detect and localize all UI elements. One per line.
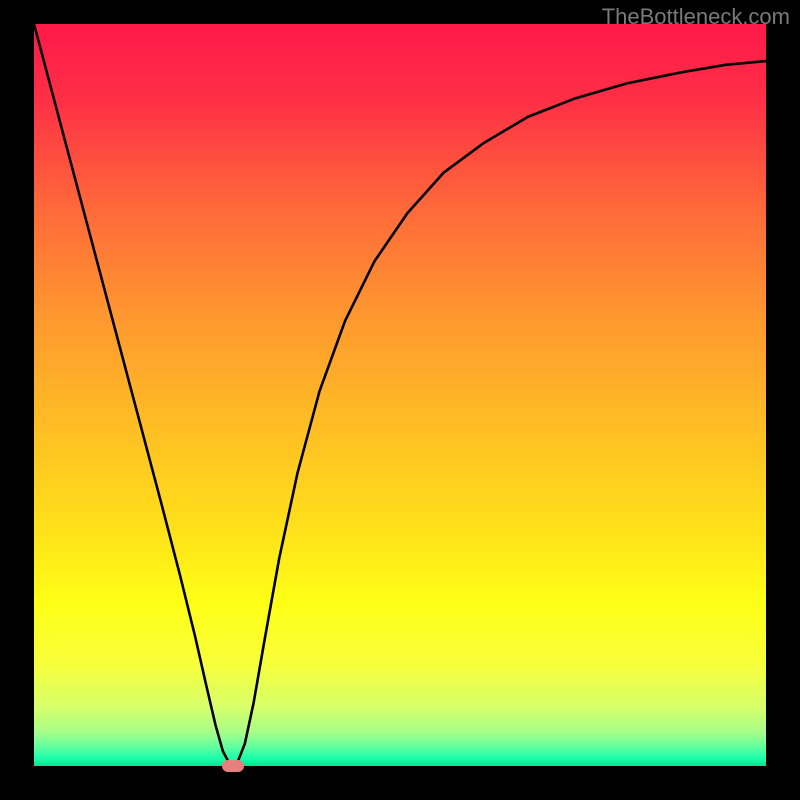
- watermark-text: TheBottleneck.com: [602, 4, 790, 30]
- highlight-marker: [222, 760, 244, 772]
- bottleneck-curve: [34, 24, 766, 766]
- chart-container: TheBottleneck.com: [0, 0, 800, 800]
- chart-plot-area: [34, 24, 766, 766]
- curve-layer: [34, 24, 766, 766]
